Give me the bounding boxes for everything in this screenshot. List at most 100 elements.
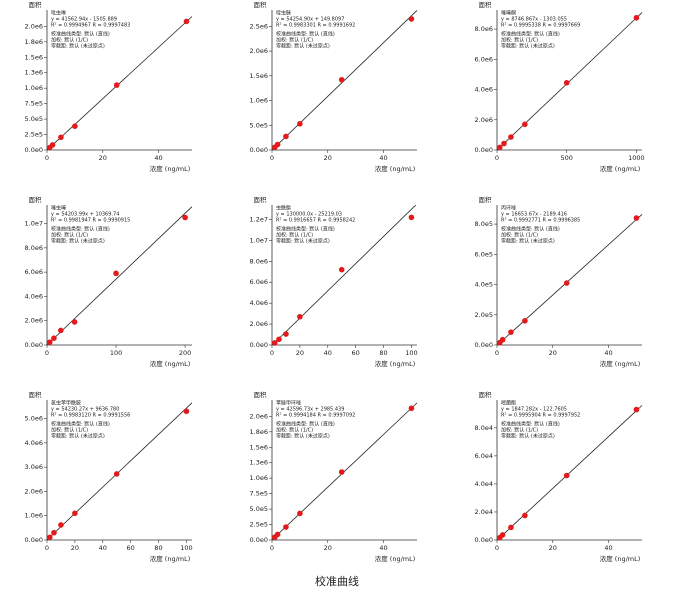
y-axis-label: 面积 [479,195,493,204]
y-tick-label: 2.0e6 [25,487,43,495]
x-axis-label: 浓度 (ng/mL) [600,554,641,563]
x-axis-label: 浓度 (ng/mL) [150,164,191,173]
chart-panel: 0.0e0 1.0e6 2.0e6 3.0e6 4.0e6 5.0e6 0 20 40 60 80 1… [25,390,193,563]
annotation: R² = 0.9995904 R = 0.9997952 [501,413,580,419]
x-tick-label: 0 [270,154,274,162]
annotation: R² = 0.9983120 R = 0.9991556 [51,413,130,419]
annotation: 加权: 默认 (1/C) [51,37,88,44]
x-tick-label: 0 [495,349,499,357]
fit-line [47,206,193,345]
x-tick-label: 100 [110,349,122,357]
y-tick-label: 4.0e5 [475,281,493,289]
x-axis-label: 浓度 (ng/mL) [375,359,416,368]
annotation: 加权: 默认 (1/C) [51,232,88,239]
point [49,142,56,148]
x-tick-label: 500 [561,154,573,162]
annotation: 零截距: 默认 (未过原点) [51,433,105,440]
y-axis-label: 面积 [29,390,43,399]
annotation: 校准曲线类型: 默认 (直线) [51,31,110,38]
y-tick-label: 5.0e5 [250,505,268,513]
x-tick-label: 0 [45,544,49,552]
annotation: 校准曲线类型: 默认 (直线) [501,226,560,233]
point [72,123,78,129]
point [508,329,514,335]
point [113,82,120,88]
caption: 校准曲线 [315,574,359,588]
fit-line [47,16,193,150]
point [71,319,78,325]
annotation: R² = 0.9992771 R = 0.9996385 [501,218,580,224]
point [508,524,514,531]
annotation: 校准曲线类型: 默认 (直线) [51,421,110,428]
x-tick-label: 0 [495,544,499,552]
y-tick-label: 1.0e6 [250,474,268,482]
y-tick-label: 2.0e6 [250,320,268,328]
x-tick-label: 60 [352,349,360,357]
x-tick-label: 40 [604,544,612,552]
y-tick-label: 0.0e0 [25,536,43,544]
x-tick-label: 100 [405,349,417,357]
y-tick-label: 1.0e7 [25,220,43,228]
point [51,335,57,341]
annotation: 校准曲线类型: 默认 (直线) [501,31,560,38]
y-tick-label: 2.5e6 [250,22,268,30]
annotation: 啶虫脒 [276,10,291,17]
fit-line [497,12,643,150]
annotation: 虫酰肼 [276,205,291,212]
y-tick-label: 1.8e6 [250,428,268,436]
y-tick-label: 1.8e6 [25,38,43,46]
point [338,266,345,273]
annotation: y = 130000.0x - 25219.03 [276,212,342,218]
annotation: 嘧菌酯 [501,400,516,407]
x-tick-label: 0 [270,544,274,552]
y-tick-label: 0.0e0 [475,536,493,544]
fit-line [47,402,193,540]
x-tick-label: 20 [296,349,304,357]
y-tick-label: 1.3e6 [250,459,268,467]
point [182,214,188,221]
point [297,313,303,320]
point [496,144,503,151]
chart-panel: 0.0e0 2.5e5 5.0e5 7.5e5 1.0e6 1.3e6 1.5e6 1.8e6… [25,0,193,173]
y-tick-label: 1.5e6 [250,72,268,80]
point [51,529,57,536]
y-tick-label: 4.0e6 [250,299,268,307]
x-tick-label: 100 [180,544,192,552]
point [338,469,345,475]
point [183,18,190,25]
y-tick-label: 4.0e6 [25,439,43,447]
annotation: 零截距: 默认 (未过原点) [51,238,105,245]
y-tick-label: 3.0e6 [25,463,43,471]
y-tick-label: 7.5e5 [25,100,43,108]
y-tick-label: 2.0e5 [475,311,493,319]
x-axis-label: 浓度 (ng/mL) [150,359,191,368]
point [283,524,289,530]
x-tick-label: 40 [99,544,107,552]
y-tick-label: 2.0e6 [25,22,43,30]
point [72,510,78,517]
annotation: 零截距: 默认 (未过原点) [276,238,330,245]
x-tick-label: 0 [270,349,274,357]
y-tick-label: 0.0e0 [250,341,268,349]
x-tick-label: 20 [324,154,332,162]
y-tick-label: 0.0e0 [475,341,493,349]
y-tick-label: 2.0e6 [475,116,493,124]
y-tick-label: 1.0e6 [25,84,43,92]
annotation: 校准曲线类型: 默认 (直线) [276,226,335,233]
x-axis-label: 浓度 (ng/mL) [150,554,191,563]
annotation: y = 16653.67x - 2189.416 [501,212,567,218]
annotation: R² = 0.9994967 R = 0.9997483 [51,23,130,29]
point [522,121,528,128]
y-tick-label: 1.3e6 [25,69,43,77]
point [271,340,278,346]
y-tick-label: 4.0e6 [475,86,493,94]
fit-line [272,205,417,345]
y-tick-label: 1.0e6 [25,512,43,520]
x-tick-label: 40 [154,154,162,162]
y-tick-label: 2.0e6 [25,317,43,325]
y-axis-label: 面积 [29,195,43,204]
annotation: 噻嗪酮 [501,10,516,17]
annotation: 校准曲线类型: 默认 (直线) [276,421,335,428]
